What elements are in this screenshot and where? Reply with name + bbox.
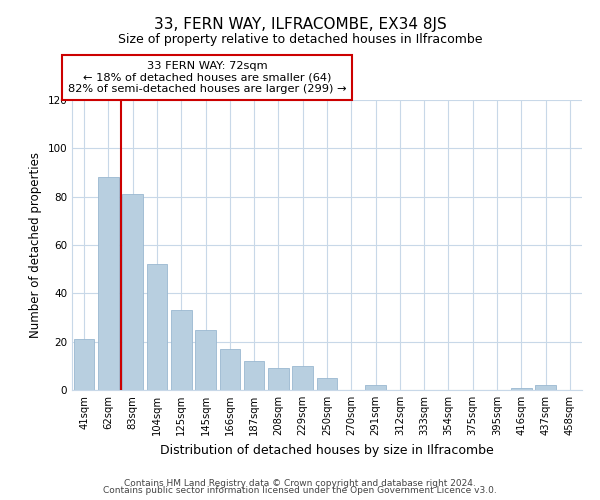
Y-axis label: Number of detached properties: Number of detached properties xyxy=(29,152,42,338)
Bar xyxy=(171,310,191,390)
Bar xyxy=(317,378,337,390)
Text: 33 FERN WAY: 72sqm
← 18% of detached houses are smaller (64)
82% of semi-detache: 33 FERN WAY: 72sqm ← 18% of detached hou… xyxy=(68,61,346,94)
Bar xyxy=(244,361,265,390)
Bar xyxy=(98,178,119,390)
Bar xyxy=(220,349,240,390)
Bar xyxy=(74,339,94,390)
Bar xyxy=(268,368,289,390)
Bar xyxy=(365,385,386,390)
Bar xyxy=(146,264,167,390)
X-axis label: Distribution of detached houses by size in Ilfracombe: Distribution of detached houses by size … xyxy=(160,444,494,456)
Bar xyxy=(195,330,216,390)
Text: Contains public sector information licensed under the Open Government Licence v3: Contains public sector information licen… xyxy=(103,486,497,495)
Text: Size of property relative to detached houses in Ilfracombe: Size of property relative to detached ho… xyxy=(118,32,482,46)
Bar xyxy=(511,388,532,390)
Bar xyxy=(122,194,143,390)
Bar xyxy=(292,366,313,390)
Text: Contains HM Land Registry data © Crown copyright and database right 2024.: Contains HM Land Registry data © Crown c… xyxy=(124,478,476,488)
Bar xyxy=(535,385,556,390)
Text: 33, FERN WAY, ILFRACOMBE, EX34 8JS: 33, FERN WAY, ILFRACOMBE, EX34 8JS xyxy=(154,18,446,32)
